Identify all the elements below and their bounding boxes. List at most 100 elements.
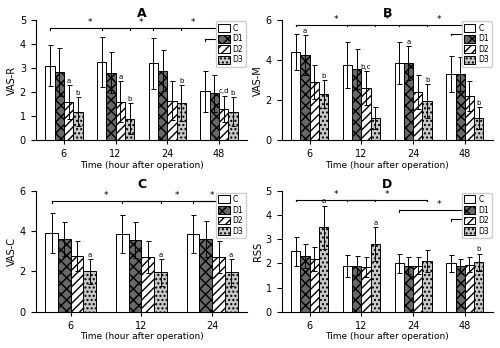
Legend: C, D1, D2, D3: C, D1, D2, D3 bbox=[462, 193, 492, 238]
Y-axis label: RSS: RSS bbox=[253, 242, 263, 261]
Text: b: b bbox=[322, 73, 326, 79]
Bar bbox=[465, 265, 474, 312]
Legend: C, D1, D2, D3: C, D1, D2, D3 bbox=[216, 22, 246, 66]
Text: b: b bbox=[128, 96, 132, 102]
Bar bbox=[343, 266, 352, 312]
Bar bbox=[186, 234, 200, 312]
Text: b: b bbox=[425, 77, 430, 83]
X-axis label: Time (hour after operation): Time (hour after operation) bbox=[80, 332, 204, 341]
Bar bbox=[310, 82, 319, 140]
Text: b: b bbox=[179, 78, 184, 84]
Bar bbox=[474, 118, 484, 140]
Bar bbox=[54, 72, 64, 140]
X-axis label: Time (hour after operation): Time (hour after operation) bbox=[326, 332, 449, 341]
Text: *: * bbox=[334, 15, 338, 24]
Bar bbox=[422, 101, 432, 140]
Text: a: a bbox=[406, 39, 410, 45]
Y-axis label: VAS-M: VAS-M bbox=[253, 65, 263, 96]
Bar bbox=[446, 263, 456, 312]
X-axis label: Time (hour after operation): Time (hour after operation) bbox=[326, 161, 449, 170]
Bar bbox=[300, 55, 310, 140]
Bar bbox=[446, 74, 456, 140]
Title: B: B bbox=[382, 7, 392, 20]
Bar bbox=[46, 66, 54, 140]
Text: *: * bbox=[436, 15, 441, 24]
Title: C: C bbox=[137, 178, 146, 191]
Bar bbox=[158, 71, 168, 140]
Bar bbox=[116, 234, 128, 312]
Text: *: * bbox=[436, 200, 441, 209]
Bar bbox=[291, 251, 300, 312]
Bar bbox=[310, 259, 319, 312]
Bar bbox=[465, 96, 474, 140]
Bar bbox=[362, 88, 370, 140]
Bar bbox=[58, 239, 71, 312]
Title: A: A bbox=[136, 7, 146, 20]
Legend: C, D1, D2, D3: C, D1, D2, D3 bbox=[462, 22, 492, 66]
Bar bbox=[319, 94, 328, 140]
Bar bbox=[394, 263, 404, 312]
Bar bbox=[422, 261, 432, 312]
Y-axis label: VAS-R: VAS-R bbox=[7, 66, 17, 95]
Text: a: a bbox=[88, 252, 92, 258]
Bar bbox=[212, 258, 225, 312]
Bar bbox=[404, 266, 413, 312]
Text: c,d: c,d bbox=[218, 88, 229, 94]
Text: a: a bbox=[322, 198, 326, 204]
Bar bbox=[154, 272, 167, 312]
Bar bbox=[168, 101, 176, 140]
Bar bbox=[352, 266, 362, 312]
Bar bbox=[474, 262, 484, 312]
Y-axis label: VAS-C: VAS-C bbox=[7, 237, 17, 266]
Bar bbox=[352, 69, 362, 140]
Bar bbox=[225, 272, 237, 312]
Legend: C, D1, D2, D3: C, D1, D2, D3 bbox=[216, 193, 246, 238]
Text: *: * bbox=[191, 18, 196, 27]
X-axis label: Time (hour after operation): Time (hour after operation) bbox=[80, 161, 204, 170]
Bar bbox=[343, 65, 352, 140]
Bar bbox=[125, 119, 134, 140]
Bar bbox=[148, 63, 158, 140]
Bar bbox=[116, 102, 125, 140]
Bar bbox=[413, 266, 422, 312]
Bar bbox=[362, 267, 370, 312]
Bar bbox=[219, 109, 228, 140]
Bar bbox=[456, 266, 465, 312]
Bar bbox=[291, 52, 300, 140]
Text: *: * bbox=[210, 191, 214, 200]
Bar bbox=[413, 92, 422, 140]
Text: *: * bbox=[334, 190, 338, 199]
Text: a: a bbox=[118, 74, 122, 80]
Title: D: D bbox=[382, 178, 392, 191]
Text: a: a bbox=[374, 220, 378, 226]
Bar bbox=[142, 258, 154, 312]
Bar bbox=[200, 91, 209, 140]
Bar bbox=[456, 74, 465, 140]
Text: a: a bbox=[158, 252, 162, 258]
Text: *: * bbox=[462, 24, 467, 33]
Bar bbox=[200, 239, 212, 312]
Bar bbox=[210, 93, 219, 140]
Bar bbox=[64, 102, 73, 140]
Text: *: * bbox=[104, 191, 108, 200]
Bar bbox=[370, 244, 380, 312]
Text: *: * bbox=[385, 190, 390, 199]
Text: *: * bbox=[385, 15, 390, 24]
Text: a: a bbox=[303, 28, 307, 34]
Bar bbox=[176, 103, 186, 140]
Text: *: * bbox=[88, 18, 92, 27]
Bar bbox=[84, 271, 96, 312]
Text: *: * bbox=[139, 18, 143, 27]
Bar bbox=[370, 118, 380, 140]
Text: *: * bbox=[174, 191, 179, 200]
Text: b,c: b,c bbox=[361, 64, 372, 70]
Bar bbox=[319, 227, 328, 312]
Bar bbox=[97, 62, 106, 140]
Bar bbox=[71, 256, 84, 312]
Bar bbox=[300, 256, 310, 312]
Text: b: b bbox=[476, 246, 481, 252]
Text: a: a bbox=[66, 78, 70, 84]
Text: b: b bbox=[476, 100, 481, 106]
Bar bbox=[404, 63, 413, 140]
Bar bbox=[46, 233, 58, 312]
